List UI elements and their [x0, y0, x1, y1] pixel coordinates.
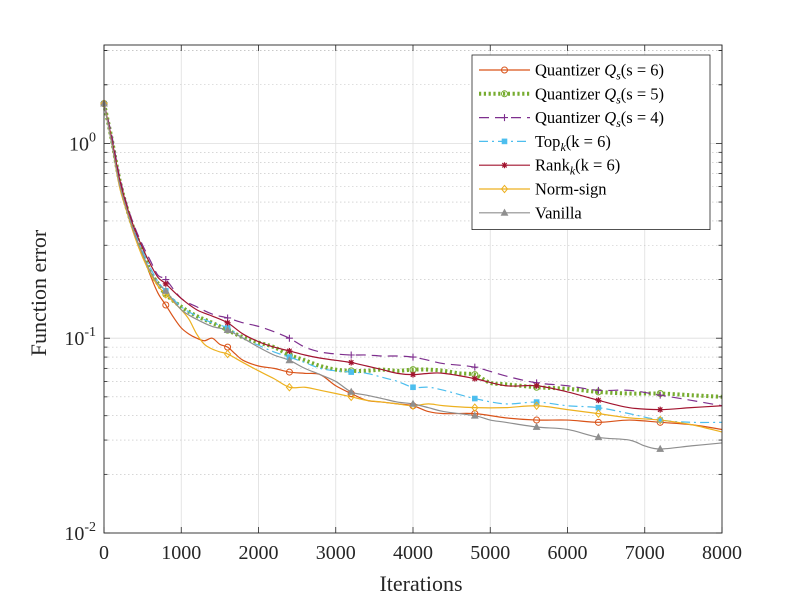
data-point-marker	[224, 319, 231, 326]
x-tick-label: 2000	[239, 542, 279, 564]
x-tick-label: 7000	[625, 542, 665, 564]
data-point-marker	[410, 371, 416, 378]
data-point-marker	[285, 356, 294, 364]
data-point-marker	[286, 347, 293, 354]
data-point-marker	[223, 349, 232, 359]
data-point-marker	[410, 384, 416, 391]
y-tick-label: 100	[69, 130, 96, 155]
data-point-marker	[595, 397, 602, 404]
legend-sample-marker	[501, 162, 508, 169]
legend-entry-2: Quantizer Qs(s = 4)	[535, 108, 664, 130]
data-point-marker	[285, 382, 294, 392]
series-line-2	[103, 103, 723, 407]
data-point-marker	[471, 363, 479, 371]
data-point-marker	[594, 409, 603, 419]
legend-sample-marker	[500, 208, 509, 216]
data-point-marker	[285, 334, 293, 342]
data-point-marker	[533, 382, 540, 389]
data-point-marker	[532, 422, 541, 430]
legend-sample-marker	[500, 184, 509, 194]
legend-box	[471, 54, 711, 231]
data-point-marker	[162, 301, 170, 309]
x-axis-ticks: 0 1000 2000 3000 4000 5000 6000 7000 8000	[99, 45, 742, 564]
data-point-marker	[409, 353, 417, 361]
data-point-marker	[348, 359, 355, 366]
data-point-marker	[161, 286, 170, 294]
legend-sample-marker	[501, 114, 508, 122]
x-tick-label: 0	[99, 542, 109, 564]
series-line-5	[103, 103, 723, 433]
y-tick-exponent: -2	[84, 520, 96, 535]
data-point-marker	[657, 406, 664, 413]
legend: Quantizer Qs(s = 6)Quantizer Qs(s = 5)Qu…	[471, 54, 711, 231]
data-point-marker	[532, 401, 541, 411]
data-point-marker	[471, 395, 478, 402]
data-point-marker	[594, 418, 602, 426]
y-axis-label: Function error	[26, 229, 51, 356]
legend-entry-0: Quantizer Qs(s = 6)	[535, 61, 664, 83]
legend-entry-3: Topk(k = 6)	[535, 132, 611, 154]
legend-sample-marker	[501, 90, 508, 98]
x-tick-label: 1000	[161, 542, 201, 564]
legend-sample-marker	[501, 138, 508, 145]
data-point-marker	[470, 411, 479, 419]
x-axis-label: Iterations	[379, 571, 462, 596]
series-markers-4	[101, 100, 664, 413]
x-tick-label: 5000	[470, 542, 510, 564]
data-point-marker	[656, 391, 664, 399]
data-point-marker	[223, 325, 232, 334]
data-point-marker	[656, 444, 665, 452]
y-tick-label: 10-2	[64, 520, 96, 545]
x-tick-label: 3000	[316, 542, 356, 564]
y-tick-label: 10-1	[64, 325, 96, 350]
data-point-marker	[471, 403, 479, 413]
y-tick-exponent: 0	[89, 130, 96, 145]
data-point-marker	[285, 368, 293, 376]
x-tick-label: 8000	[702, 542, 742, 564]
y-tick-base: 10	[64, 328, 84, 350]
x-tick-label: 6000	[548, 542, 588, 564]
data-point-marker	[347, 392, 355, 402]
data-point-marker	[656, 415, 664, 425]
data-point-marker	[594, 386, 602, 394]
data-point-marker	[471, 375, 478, 382]
data-point-marker	[347, 351, 355, 359]
y-tick-exponent: -1	[84, 325, 96, 340]
legend-entry-5: Norm-sign	[535, 180, 607, 199]
legend-entry-4: Rankk(k = 6)	[535, 156, 620, 178]
series-line-0	[103, 103, 723, 431]
y-tick-base: 10	[69, 133, 89, 155]
x-tick-label: 4000	[393, 542, 433, 564]
series-line-6	[103, 103, 723, 450]
y-tick-base: 10	[64, 523, 84, 545]
legend-sample-marker	[501, 66, 508, 74]
data-point-marker	[594, 433, 603, 441]
data-point-marker	[347, 387, 356, 395]
data-point-marker	[409, 399, 417, 407]
legend-entry-6: Vanilla	[535, 203, 582, 222]
series-markers-6	[100, 99, 665, 452]
legend-entry-1: Quantizer Qs(s = 5)	[535, 84, 664, 106]
data-point-marker	[162, 280, 169, 287]
data-point-marker	[348, 369, 355, 375]
